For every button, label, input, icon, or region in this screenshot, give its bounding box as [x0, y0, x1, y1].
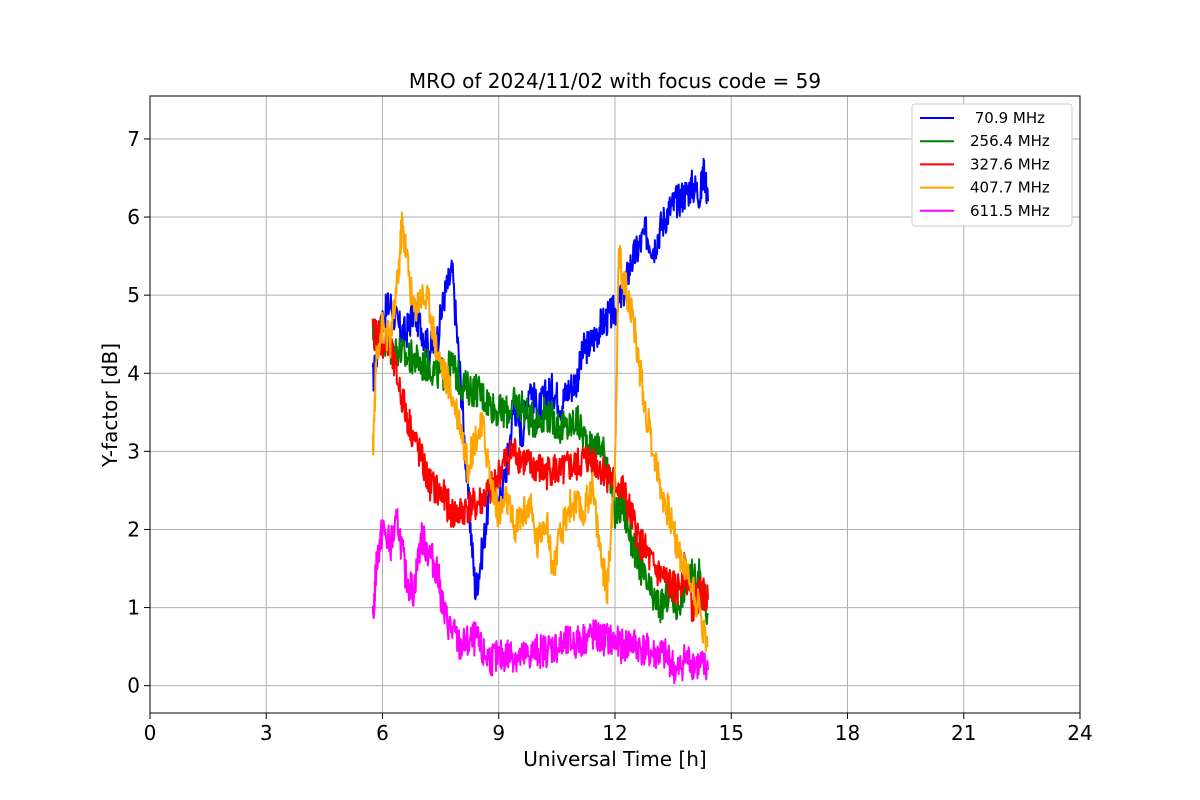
series-line-3	[371, 318, 709, 623]
x-tick-label: 15	[719, 721, 744, 745]
series-line-4	[371, 211, 709, 653]
series-group	[371, 157, 709, 685]
x-tick-label: 21	[951, 721, 976, 745]
series-line-5	[371, 508, 709, 685]
legend-label: 70.9 MHz	[970, 109, 1045, 127]
chart-title: MRO of 2024/11/02 with focus code = 59	[409, 69, 821, 93]
legend-box	[911, 103, 1073, 227]
x-tick-label: 3	[260, 721, 273, 745]
y-tick-label: 4	[127, 361, 140, 385]
y-tick-label: 3	[127, 439, 140, 463]
x-tick-label: 6	[376, 721, 389, 745]
series-line-2	[371, 319, 709, 625]
x-tick-label: 18	[835, 721, 860, 745]
x-tick-label: 9	[492, 721, 505, 745]
legend-label: 256.4 MHz	[970, 132, 1050, 150]
legend-label: 327.6 MHz	[970, 155, 1050, 173]
y-tick-label: 0	[127, 674, 140, 698]
x-tick-label: 0	[144, 721, 157, 745]
legend-label: 611.5 MHz	[970, 202, 1050, 220]
legend: 70.9 MHz 256.4 MHz 327.6 MHz 407.7 MHz 611.5…	[911, 103, 1073, 227]
y-axis-label: Y-factor [dB]	[98, 343, 122, 468]
y-tick-label: 2	[127, 517, 140, 541]
x-tick-label: 12	[602, 721, 627, 745]
legend-label: 407.7 MHz	[970, 179, 1050, 197]
plot-area	[371, 157, 709, 685]
series-line-1	[371, 157, 709, 601]
y-tick-label: 1	[127, 596, 140, 620]
y-tick-label: 6	[127, 205, 140, 229]
x-tick-label: 24	[1067, 721, 1092, 745]
y-tick-label: 7	[127, 127, 140, 151]
y-tick-label: 5	[127, 283, 140, 307]
x-axis-label: Universal Time [h]	[523, 747, 706, 771]
